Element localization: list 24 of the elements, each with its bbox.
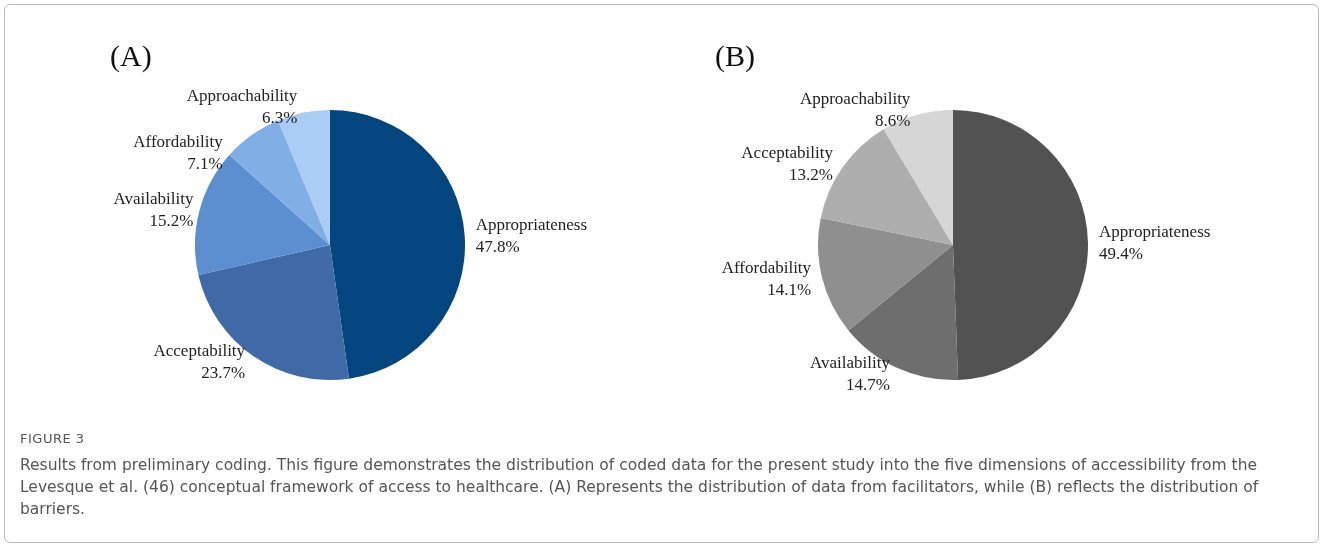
chart-title: (A) (110, 38, 152, 73)
data-label: 47.8% (475, 236, 520, 256)
data-label: 8.6% (874, 110, 911, 130)
text: Results from preliminary coding. This figure demonstrates the distribution of coded data for the present study into the five dimensions of accessibility from the Levesque et al. (46) conceptual framework of access to healthcare. (A) Represents the distribution of data from facilitators, while (B) reflects the distribution of barriers. (20, 455, 1260, 520)
slice-label: Acceptability (153, 340, 246, 360)
slice-label: Affordability (133, 132, 224, 152)
data-label: 15.2% (149, 211, 194, 231)
slice-label: Affordability (721, 258, 812, 278)
slice-label: Appropriateness (475, 214, 588, 234)
data-label: 49.4% (1098, 243, 1143, 263)
chart-title: (B) (715, 38, 755, 73)
caption: FIGURE 3 (20, 430, 86, 448)
slice-label: Acceptability (741, 143, 834, 163)
data-label: 6.3% (261, 108, 298, 128)
data-label: 23.7% (201, 362, 246, 382)
slice-label: Approachability (799, 88, 911, 108)
data-label: 14.7% (846, 375, 890, 395)
data-label: 14.1% (767, 280, 812, 300)
slice-label: Appropriateness (1098, 221, 1211, 241)
slice-label: Availability (810, 353, 891, 373)
data-label: 13.2% (788, 165, 833, 185)
data-label: 7.1% (187, 154, 223, 174)
slice-label: Approachability (186, 86, 298, 106)
slice-label: Availability (113, 189, 194, 209)
